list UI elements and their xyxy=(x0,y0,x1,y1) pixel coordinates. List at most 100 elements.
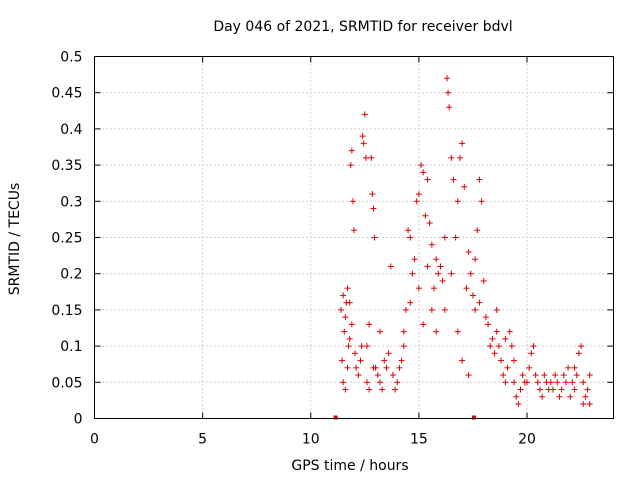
x-tick-label: 20 xyxy=(518,432,536,448)
x-tick-label: 15 xyxy=(410,432,428,448)
data-point xyxy=(534,379,541,386)
data-point xyxy=(371,234,378,241)
data-point xyxy=(446,104,453,111)
data-point xyxy=(348,147,355,154)
data-point xyxy=(448,154,455,161)
data-point xyxy=(459,357,466,364)
y-tick-label: 0.4 xyxy=(60,122,82,138)
data-point xyxy=(504,364,511,371)
data-point xyxy=(342,314,349,321)
data-point xyxy=(363,379,370,386)
data-point xyxy=(515,401,522,408)
data-point xyxy=(571,364,578,371)
data-point xyxy=(575,350,582,357)
data-point xyxy=(420,321,427,328)
data-point xyxy=(411,256,418,263)
data-point xyxy=(376,328,383,335)
data-point xyxy=(493,306,500,313)
data-point xyxy=(461,183,468,190)
data-point xyxy=(474,227,481,234)
data-point xyxy=(418,162,425,169)
data-point xyxy=(573,372,580,379)
data-point xyxy=(502,379,509,386)
data-point xyxy=(506,328,513,335)
data-point xyxy=(463,285,470,292)
data-point xyxy=(424,176,431,183)
x-tick-label: 5 xyxy=(198,432,207,448)
data-point xyxy=(339,357,346,364)
data-point xyxy=(345,343,352,350)
data-point xyxy=(578,343,585,350)
data-point xyxy=(340,292,347,299)
data-point xyxy=(532,372,539,379)
data-point xyxy=(363,343,370,350)
data-point xyxy=(426,220,433,227)
data-point xyxy=(383,364,390,371)
data-points xyxy=(338,75,593,408)
axis-markers xyxy=(333,415,477,420)
data-point xyxy=(480,277,487,284)
data-point xyxy=(420,169,427,176)
axis-ticks xyxy=(94,56,614,419)
data-point xyxy=(469,292,476,299)
data-point xyxy=(472,256,479,263)
data-point xyxy=(428,306,435,313)
x-tick-labels: 0 5 10 15 20 xyxy=(90,432,536,448)
data-point xyxy=(476,176,483,183)
data-point xyxy=(413,198,420,205)
data-point xyxy=(407,299,414,306)
data-point xyxy=(476,299,483,306)
data-point xyxy=(370,205,377,212)
chart-grid xyxy=(94,56,614,419)
data-point xyxy=(448,270,455,277)
data-point xyxy=(344,364,351,371)
chart-title: Day 046 of 2021, SRMTID for receiver bdv… xyxy=(213,19,512,35)
data-point xyxy=(405,227,412,234)
data-point xyxy=(347,162,354,169)
data-point xyxy=(357,357,364,364)
data-point xyxy=(452,234,459,241)
data-point xyxy=(580,401,587,408)
data-point xyxy=(431,285,438,292)
data-point xyxy=(398,357,405,364)
y-tick-label: 0.2 xyxy=(60,267,82,283)
data-point xyxy=(495,343,502,350)
data-point xyxy=(465,248,472,255)
data-point xyxy=(541,372,548,379)
y-tick-label: 0.45 xyxy=(51,86,82,102)
data-point xyxy=(498,357,505,364)
data-point xyxy=(528,350,535,357)
axis-marker xyxy=(472,415,477,420)
data-point xyxy=(547,379,554,386)
data-point xyxy=(348,321,355,328)
data-point xyxy=(456,154,463,161)
data-point xyxy=(565,364,572,371)
data-point xyxy=(369,191,376,198)
data-point xyxy=(556,393,563,400)
data-point xyxy=(415,285,422,292)
data-point xyxy=(366,321,373,328)
data-point xyxy=(422,212,429,219)
data-point xyxy=(433,328,440,335)
data-point xyxy=(396,364,403,371)
data-point xyxy=(392,386,399,393)
data-point xyxy=(409,270,416,277)
data-point xyxy=(349,198,356,205)
y-tick-label: 0.05 xyxy=(51,375,82,391)
data-point xyxy=(567,393,574,400)
data-point xyxy=(361,111,368,118)
data-point xyxy=(342,386,349,393)
data-point xyxy=(415,191,422,198)
data-point xyxy=(428,241,435,248)
data-point xyxy=(511,357,518,364)
y-tick-label: 0.25 xyxy=(51,231,82,247)
data-point xyxy=(554,379,561,386)
data-point xyxy=(445,89,452,96)
data-point xyxy=(571,386,578,393)
data-point xyxy=(351,227,357,234)
data-point xyxy=(500,372,507,379)
y-axis-label: SRMTID / TECUs xyxy=(7,183,23,296)
data-point xyxy=(366,386,373,393)
data-point xyxy=(454,328,461,335)
